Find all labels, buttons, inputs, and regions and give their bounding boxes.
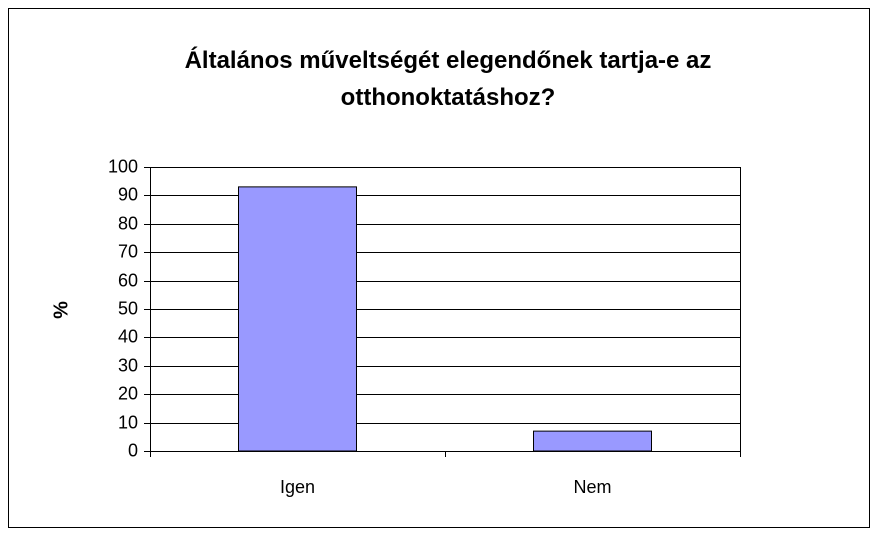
y-tick-label: 70 bbox=[118, 241, 138, 261]
y-axis-label: % bbox=[50, 301, 72, 319]
y-tick-label: 0 bbox=[128, 440, 138, 460]
bar bbox=[238, 186, 357, 452]
y-tick-label: 50 bbox=[118, 298, 138, 318]
y-tick-label: 20 bbox=[118, 383, 138, 403]
y-tick-label: 30 bbox=[118, 355, 138, 375]
x-tick-label: Nem bbox=[573, 477, 611, 497]
y-tick-label: 10 bbox=[118, 412, 138, 432]
y-tick-label: 100 bbox=[108, 156, 138, 176]
bar bbox=[533, 430, 652, 452]
y-tick-label: 80 bbox=[118, 213, 138, 233]
y-tick-label: 60 bbox=[118, 270, 138, 290]
y-tick-label: 40 bbox=[118, 326, 138, 346]
x-tick-label: Igen bbox=[280, 477, 315, 497]
chart-frame bbox=[8, 8, 870, 528]
chart-title: Általános műveltségét elegendőnek tartja… bbox=[184, 47, 712, 111]
y-tick-label: 90 bbox=[118, 184, 138, 204]
